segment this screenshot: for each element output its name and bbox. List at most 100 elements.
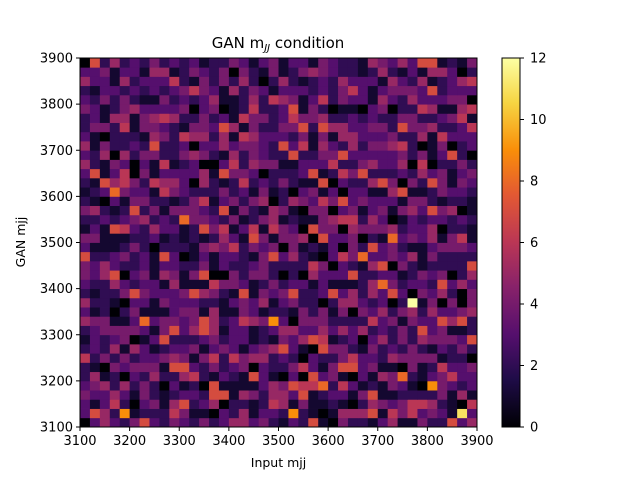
heatmap-cell xyxy=(318,242,329,253)
heatmap-cell xyxy=(248,325,260,336)
heatmap-cell xyxy=(129,233,140,243)
heatmap-cell xyxy=(437,76,448,87)
heatmap-cell xyxy=(387,224,399,234)
y-tick-label: 3700 xyxy=(40,144,73,159)
heatmap-cell xyxy=(397,67,408,77)
heatmap-cell xyxy=(328,242,339,253)
heatmap-cell xyxy=(447,279,458,290)
heatmap-cell xyxy=(169,159,180,170)
heatmap-cell xyxy=(447,131,458,142)
heatmap-cell xyxy=(467,362,478,373)
heatmap-cell xyxy=(338,353,349,363)
heatmap-cell xyxy=(318,362,329,373)
heatmap-cell xyxy=(199,85,210,96)
heatmap-cell xyxy=(367,122,379,133)
heatmap-cell xyxy=(248,362,260,373)
heatmap-cell xyxy=(357,408,369,419)
heatmap-cell xyxy=(99,279,111,290)
heatmap-cell xyxy=(338,343,349,354)
heatmap-cell xyxy=(99,177,111,188)
heatmap-cell xyxy=(228,214,240,225)
heatmap-cell xyxy=(298,141,309,151)
heatmap-cell xyxy=(457,390,468,400)
heatmap-cell xyxy=(437,362,448,373)
heatmap-cell xyxy=(288,214,299,225)
heatmap-cell xyxy=(89,260,101,271)
heatmap-cell xyxy=(99,85,111,96)
heatmap-cell xyxy=(139,177,150,188)
heatmap-cell xyxy=(308,270,319,280)
heatmap-cell xyxy=(109,187,121,197)
heatmap-cell xyxy=(209,343,220,354)
heatmap-cell xyxy=(318,251,329,262)
heatmap-cell xyxy=(278,390,289,400)
heatmap-cell xyxy=(338,104,349,114)
heatmap-cell xyxy=(338,279,349,290)
heatmap-cell xyxy=(179,343,190,354)
x-tick-label: 3400 xyxy=(212,434,245,449)
heatmap-cell xyxy=(457,94,468,105)
heatmap-cell xyxy=(268,297,279,308)
heatmap-cell xyxy=(129,159,140,170)
heatmap-cell xyxy=(129,76,140,87)
heatmap-cell xyxy=(129,288,140,299)
heatmap-cell xyxy=(347,251,359,262)
heatmap-cell xyxy=(80,362,91,373)
heatmap-cell xyxy=(328,168,339,179)
heatmap-cell xyxy=(199,58,210,68)
heatmap-cell xyxy=(80,242,91,253)
heatmap-cell xyxy=(367,353,379,363)
heatmap-cell xyxy=(318,224,329,234)
heatmap-cell xyxy=(357,307,369,317)
heatmap-cell xyxy=(80,214,91,225)
heatmap-cell xyxy=(159,94,170,105)
heatmap-cell xyxy=(437,85,448,96)
heatmap-cell xyxy=(139,399,150,409)
heatmap-cell xyxy=(149,168,160,179)
heatmap-cell xyxy=(347,325,359,336)
heatmap-cell xyxy=(258,104,269,114)
heatmap-cell xyxy=(119,94,131,105)
heatmap-cell xyxy=(258,334,269,345)
heatmap-cell xyxy=(417,260,428,271)
heatmap-cell xyxy=(457,260,468,271)
heatmap-cell xyxy=(397,343,408,354)
heatmap-cell xyxy=(397,150,408,160)
heatmap-cell xyxy=(199,362,210,373)
heatmap-cell xyxy=(298,362,309,373)
heatmap-cell xyxy=(199,196,210,206)
heatmap-cell xyxy=(467,168,478,179)
heatmap-cell xyxy=(119,343,131,354)
heatmap-cell xyxy=(139,251,150,262)
heatmap-cell xyxy=(347,408,359,419)
heatmap-cell xyxy=(298,214,309,225)
heatmap-cell xyxy=(318,94,329,105)
heatmap-cell xyxy=(109,94,121,105)
heatmap-cell xyxy=(268,260,279,271)
heatmap-cell xyxy=(288,362,299,373)
heatmap-cell xyxy=(99,260,111,271)
heatmap-cell xyxy=(298,122,309,133)
heatmap-cell xyxy=(437,224,448,234)
heatmap-cell xyxy=(318,205,329,216)
heatmap-cell xyxy=(367,390,379,400)
heatmap-cell xyxy=(169,417,180,428)
heatmap-cell xyxy=(417,85,428,96)
heatmap-cell xyxy=(159,76,170,87)
heatmap-cell xyxy=(308,205,319,216)
heatmap-cell xyxy=(417,334,428,345)
heatmap-cell xyxy=(228,408,240,419)
heatmap-cell xyxy=(318,104,329,114)
y-tick-label: 3900 xyxy=(40,52,73,67)
heatmap-cell xyxy=(109,67,121,77)
heatmap-cell xyxy=(268,104,279,114)
heatmap-cell xyxy=(129,362,140,373)
heatmap-cell xyxy=(99,270,111,280)
heatmap-cell xyxy=(457,325,468,336)
heatmap-cell xyxy=(407,316,418,326)
heatmap-cell xyxy=(228,325,240,336)
heatmap-cell xyxy=(278,214,289,225)
heatmap-cell xyxy=(328,260,339,271)
heatmap-cell xyxy=(99,150,111,160)
